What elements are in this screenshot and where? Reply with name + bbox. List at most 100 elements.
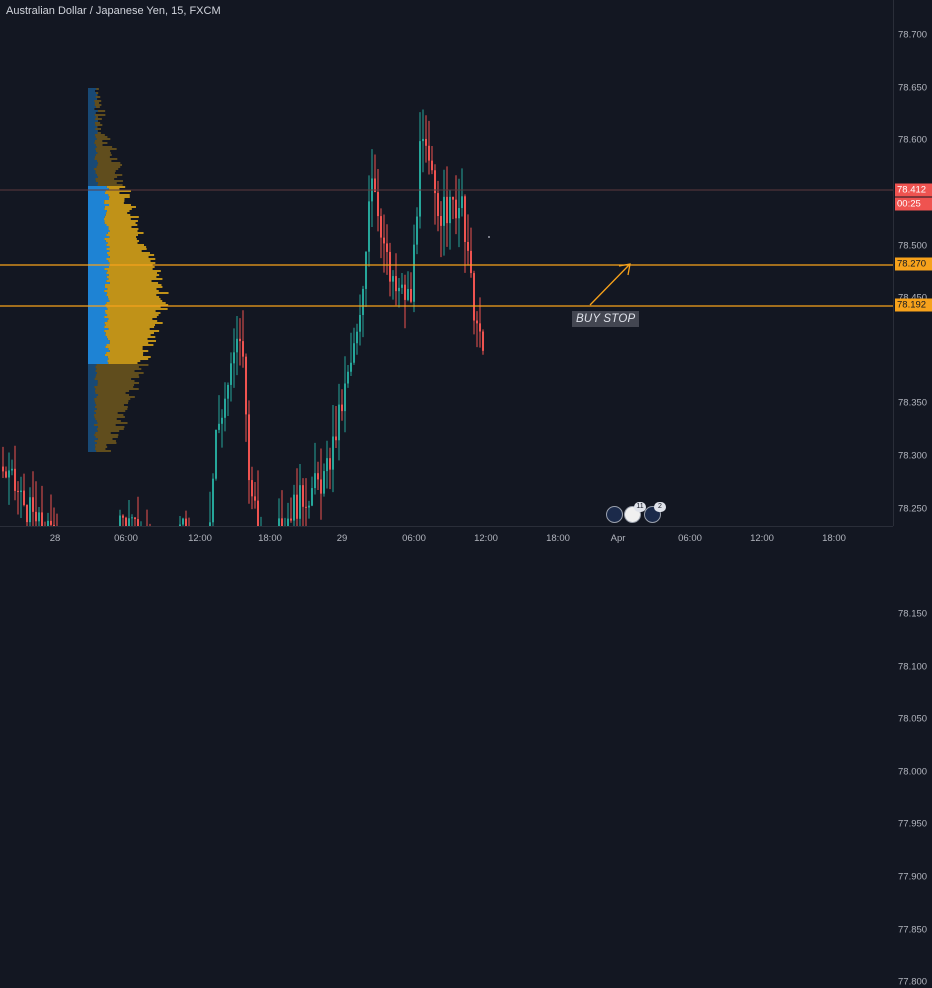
x-tick-label: 12:00 (474, 533, 498, 544)
candle-body (215, 430, 217, 479)
volume-profile-bar (88, 364, 96, 366)
volume-profile-bar (105, 216, 139, 218)
volume-profile-bar (88, 200, 104, 202)
volume-profile-bar (88, 278, 108, 280)
volume-profile-bar (88, 204, 109, 206)
volume-profile-bar (109, 300, 162, 302)
volume-profile-bar (94, 386, 133, 388)
candle-body (311, 488, 313, 506)
volume-profile-bar (96, 88, 99, 90)
volume-profile-bar (88, 108, 94, 110)
volume-profile-bar (98, 394, 129, 396)
volume-profile-bar (88, 404, 96, 406)
volume-profile-bar (88, 232, 108, 234)
volume-profile-bar (108, 260, 150, 262)
candle-body (290, 519, 292, 521)
volume-profile-bar (88, 210, 107, 212)
volume-profile-bar (88, 246, 109, 248)
volume-profile-bar (88, 334, 105, 336)
candle-body (251, 480, 253, 496)
volume-profile-bar (97, 442, 117, 444)
economic-events[interactable]: 11 2 (606, 503, 666, 525)
volume-profile-bar (88, 326, 104, 328)
volume-profile-bar (88, 280, 106, 282)
price-axis[interactable]: 78.75078.70078.65078.60078.55078.50078.4… (893, 0, 932, 526)
volume-profile-bar (108, 338, 148, 340)
volume-profile-bar (108, 318, 152, 320)
volume-profile-bar (88, 274, 109, 276)
au-flag-icon[interactable] (606, 506, 623, 523)
volume-profile-bar (108, 358, 148, 360)
volume-profile-bar (106, 352, 143, 354)
volume-profile-bar (95, 140, 102, 142)
volume-profile-bar (96, 364, 148, 366)
volume-profile-bar (88, 374, 96, 376)
volume-profile-bar (104, 326, 154, 328)
x-tick-label: 12:00 (750, 533, 774, 544)
volume-profile-bar (110, 282, 158, 284)
volume-profile-bar (88, 230, 110, 232)
volume-profile-bar (88, 446, 95, 448)
volume-profile-bar (88, 176, 98, 178)
volume-profile-bar (88, 212, 106, 214)
volume-profile-bar (88, 220, 105, 222)
volume-profile-bar (88, 266, 109, 268)
buy-stop-label[interactable]: BUY STOP (572, 311, 639, 327)
candle-body (320, 479, 322, 493)
volume-profile-bar (88, 166, 97, 168)
candle-body (305, 507, 307, 508)
volume-profile-bar (104, 316, 157, 318)
jp-flag-icon[interactable]: 11 (624, 506, 641, 523)
volume-profile-bar (88, 254, 108, 256)
volume-profile-bar (96, 404, 124, 406)
volume-profile-bar (105, 354, 143, 356)
volume-profile-bar (106, 312, 161, 314)
volume-profile-bar (88, 194, 108, 196)
candle-body (41, 512, 43, 526)
volume-profile-bar (104, 208, 131, 210)
volume-profile-bar (88, 370, 96, 372)
volume-profile-bar (88, 140, 95, 142)
candle-body (8, 470, 10, 477)
volume-profile-bar (95, 148, 116, 150)
x-tick-label: 18:00 (258, 533, 282, 544)
candle-body (302, 485, 304, 507)
volume-profile-bar (95, 378, 132, 380)
volume-profile-bar (88, 340, 110, 342)
au-flag-icon[interactable]: 2 (644, 506, 661, 523)
volume-profile-bar (98, 438, 113, 440)
volume-profile-bar (88, 112, 96, 114)
volume-profile-bar (95, 400, 129, 402)
volume-profile-bar (106, 234, 138, 236)
candle-body (38, 512, 40, 521)
volume-profile-bar (95, 448, 105, 450)
volume-profile-bar (104, 200, 124, 202)
volume-profile-bar (88, 352, 106, 354)
volume-profile-bar (97, 164, 122, 166)
volume-profile-bar (95, 178, 114, 180)
volume-profile-bar (97, 174, 122, 176)
candle-body (368, 201, 370, 251)
volume-profile-bar (88, 224, 106, 226)
x-tick-label: 29 (337, 533, 348, 544)
volume-profile-bar (88, 314, 107, 316)
chart-root[interactable]: Australian Dollar / Japanese Yen, 15, FX… (0, 0, 932, 550)
volume-profile-bar (88, 402, 95, 404)
volume-profile-bar (88, 240, 106, 242)
candle-body (257, 501, 259, 526)
arrow-annotation (590, 264, 630, 305)
volume-profile-bar (88, 310, 105, 312)
y-tick-label: 77.950 (898, 819, 927, 830)
candle-body (413, 245, 415, 302)
candle-body (278, 518, 280, 526)
price-chart[interactable] (0, 0, 893, 526)
volume-profile-bar (88, 164, 97, 166)
volume-profile-bar (95, 156, 110, 158)
candle-body (407, 289, 409, 300)
volume-profile-bar (88, 400, 95, 402)
volume-profile-bar (88, 272, 106, 274)
volume-profile-bar (107, 252, 150, 254)
volume-profile-bar (88, 126, 97, 128)
candle-body (383, 238, 385, 244)
